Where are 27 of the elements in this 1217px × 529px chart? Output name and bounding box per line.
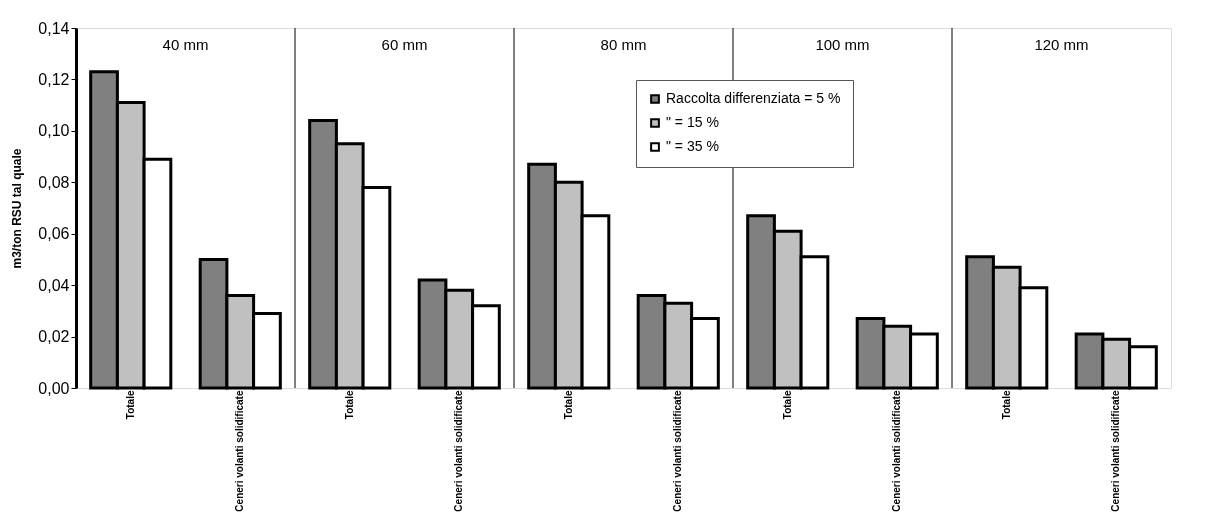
x-tick-label: Ceneri volanti solidificate <box>453 390 465 512</box>
x-tick-label: Totale <box>124 390 136 420</box>
annotation: 60 mm <box>381 36 428 53</box>
y-tick-label: 0,10 <box>38 122 70 140</box>
legend-label: Raccolta differenziata = 5 % <box>666 90 841 106</box>
x-tick-label: Ceneri volanti solidificate <box>234 390 246 512</box>
x-tick-label: Totale <box>343 390 355 420</box>
x-tick-label: Ceneri volanti solidificate <box>891 390 903 512</box>
annotation: 80 mm <box>600 36 647 53</box>
x-tick-label: Ceneri volanti solidificate <box>672 390 684 512</box>
x-tick-label: Totale <box>1000 390 1012 420</box>
annotation: 120 mm <box>1034 36 1089 53</box>
y-tick-label: 0,12 <box>38 70 70 88</box>
x-tick-label: Totale <box>562 390 574 420</box>
annotation: 100 mm <box>815 36 870 53</box>
y-tick-label: 0,08 <box>38 173 70 191</box>
x-tick-label: Totale <box>781 390 793 420</box>
y-tick-label: 0,02 <box>38 328 70 346</box>
y-tick-label: 0,00 <box>38 379 70 397</box>
annotation: 40 mm <box>162 36 209 53</box>
legend-label: " = 15 % <box>666 114 719 130</box>
y-axis-title: m3/ton RSU tal quale <box>10 148 25 269</box>
legend-label: " = 35 % <box>666 138 719 154</box>
y-tick-label: 0,06 <box>38 225 70 243</box>
y-tick-label: 0,04 <box>38 276 70 294</box>
y-tick-label: 0,14 <box>38 19 70 37</box>
x-tick-label: Ceneri volanti solidificate <box>1110 390 1122 512</box>
